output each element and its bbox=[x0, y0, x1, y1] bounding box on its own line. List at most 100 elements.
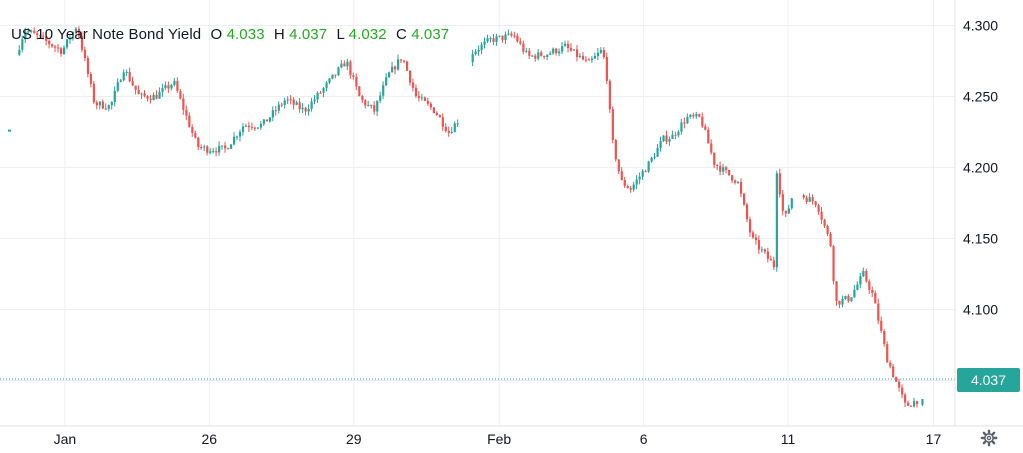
time-axis[interactable]: Jan 26 29 Feb 6 11 17 bbox=[54, 431, 942, 447]
candle bbox=[137, 85, 140, 95]
candle bbox=[203, 144, 206, 152]
candle bbox=[376, 100, 379, 117]
candle bbox=[388, 71, 391, 78]
candle bbox=[850, 297, 853, 302]
candle bbox=[620, 167, 623, 181]
low-label: L bbox=[336, 26, 345, 43]
candle bbox=[48, 39, 51, 49]
candle bbox=[769, 255, 773, 261]
candle bbox=[826, 224, 829, 237]
candle bbox=[116, 78, 119, 93]
candle bbox=[209, 147, 212, 155]
candle bbox=[283, 97, 286, 109]
candle bbox=[244, 123, 248, 127]
candle bbox=[838, 300, 841, 309]
candle bbox=[367, 100, 370, 107]
candle bbox=[662, 135, 665, 143]
candle bbox=[731, 174, 734, 184]
last-price-tag-bg bbox=[957, 368, 1020, 392]
candle bbox=[540, 50, 543, 57]
candle bbox=[552, 47, 555, 55]
candle bbox=[247, 121, 251, 132]
candle bbox=[653, 152, 656, 160]
candle bbox=[748, 216, 752, 237]
candle bbox=[206, 144, 209, 156]
candle bbox=[45, 31, 48, 46]
candle bbox=[841, 295, 844, 308]
candle bbox=[447, 126, 450, 137]
candle bbox=[60, 46, 63, 57]
candle bbox=[820, 206, 823, 225]
candle bbox=[689, 114, 692, 119]
chart-legend: US 10 Year Note Bond Yield O 4.033 H 4.0… bbox=[11, 26, 449, 43]
candle bbox=[62, 45, 66, 55]
candle bbox=[686, 113, 689, 125]
candle bbox=[170, 83, 173, 91]
candle bbox=[832, 244, 835, 285]
candle bbox=[274, 105, 277, 116]
candle bbox=[865, 268, 868, 283]
low-value: 4.032 bbox=[348, 26, 387, 43]
candle bbox=[898, 378, 901, 392]
candle bbox=[197, 136, 200, 151]
candle bbox=[912, 397, 916, 408]
candle bbox=[504, 31, 507, 45]
candle bbox=[355, 73, 358, 91]
candle bbox=[304, 106, 307, 116]
candle bbox=[164, 81, 167, 91]
candle bbox=[525, 47, 528, 54]
candle bbox=[349, 60, 352, 79]
candle bbox=[516, 33, 519, 43]
candle bbox=[80, 31, 84, 53]
candle bbox=[54, 44, 57, 53]
candle bbox=[775, 170, 778, 272]
candle bbox=[844, 295, 847, 301]
candle bbox=[340, 59, 343, 69]
candle bbox=[262, 119, 266, 126]
open-value: 4.033 bbox=[226, 26, 265, 43]
candle bbox=[104, 103, 107, 111]
candle bbox=[113, 86, 116, 107]
candle bbox=[277, 101, 280, 114]
candle bbox=[605, 52, 608, 85]
candle bbox=[558, 48, 561, 57]
candle bbox=[337, 66, 340, 77]
candle bbox=[86, 55, 90, 78]
candle bbox=[480, 42, 483, 55]
candle bbox=[271, 106, 274, 122]
candle bbox=[692, 112, 695, 119]
candle bbox=[456, 119, 459, 128]
candle bbox=[74, 27, 78, 35]
candle bbox=[895, 376, 898, 382]
candle bbox=[707, 127, 710, 144]
candle bbox=[859, 272, 862, 289]
candle bbox=[68, 35, 72, 44]
candle bbox=[543, 55, 546, 60]
candle bbox=[698, 113, 701, 118]
candle bbox=[119, 78, 122, 83]
candle bbox=[704, 123, 707, 131]
candle bbox=[310, 97, 313, 112]
candle bbox=[549, 51, 552, 56]
candle bbox=[71, 31, 75, 41]
candle bbox=[18, 45, 21, 57]
candle bbox=[420, 93, 424, 101]
gear-icon[interactable] bbox=[980, 429, 998, 447]
candle bbox=[901, 384, 904, 399]
candle bbox=[268, 117, 271, 123]
candle bbox=[36, 30, 39, 40]
candle bbox=[39, 34, 42, 39]
candle bbox=[659, 136, 662, 152]
candle bbox=[399, 59, 403, 63]
candle bbox=[531, 54, 534, 57]
candle bbox=[575, 45, 579, 62]
candle bbox=[122, 69, 125, 82]
candle bbox=[742, 192, 746, 207]
x-tick-label: Jan bbox=[54, 431, 77, 447]
candle bbox=[241, 123, 245, 136]
candle bbox=[134, 85, 137, 95]
candle bbox=[892, 363, 895, 378]
candle bbox=[215, 147, 218, 157]
